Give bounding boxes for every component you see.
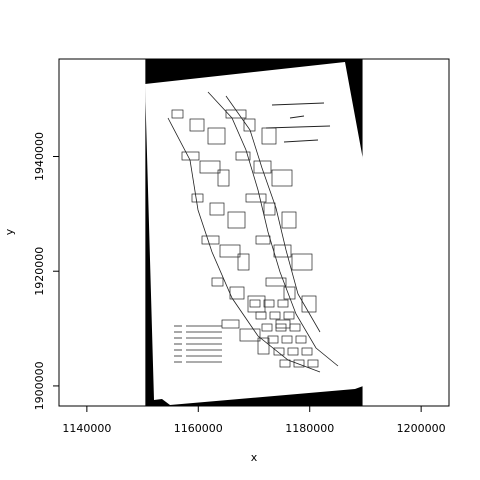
raster-edge-mask bbox=[363, 59, 449, 406]
x-tick-label: 1180000 bbox=[285, 422, 334, 435]
raster-image bbox=[145, 59, 449, 406]
x-axis-title: x bbox=[251, 451, 258, 464]
x-tick-label: 1200000 bbox=[397, 422, 446, 435]
scanned-map-sheet bbox=[145, 62, 366, 405]
y-tick-label: 1900000 bbox=[33, 361, 46, 410]
y-tick-label: 1940000 bbox=[33, 132, 46, 181]
y-tick-label: 1920000 bbox=[33, 247, 46, 296]
x-tick-label: 1140000 bbox=[62, 422, 111, 435]
x-tick-label: 1160000 bbox=[174, 422, 223, 435]
y-axis-title: y bbox=[3, 228, 16, 235]
